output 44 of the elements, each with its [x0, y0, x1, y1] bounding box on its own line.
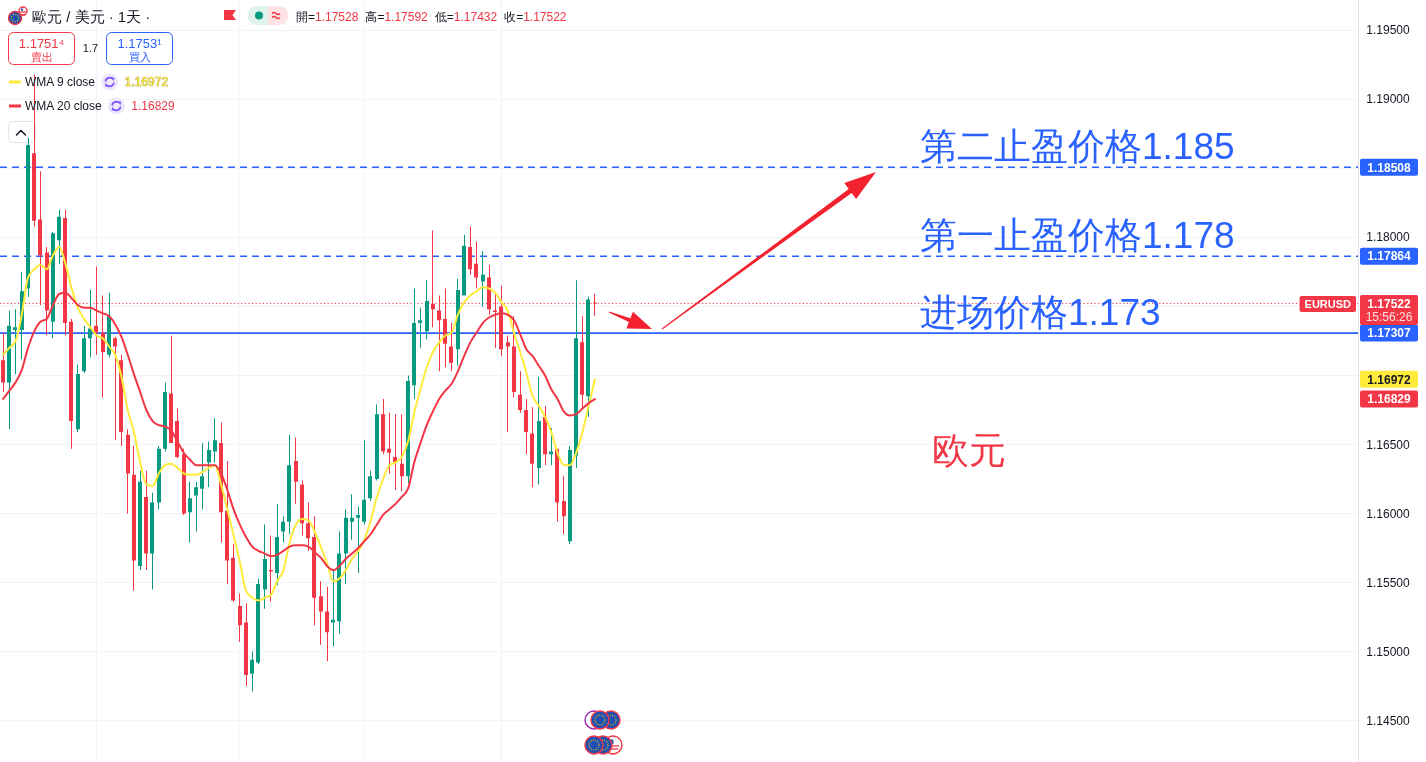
annotation: 買入 [128, 51, 151, 63]
annotation: 1.7 [82, 42, 99, 54]
annotation: 1.1751⁴ [18, 36, 65, 51]
y-tick-label: 1.16500 [1366, 437, 1411, 452]
candlestick [194, 481, 198, 532]
annotation: 1.16972 [124, 75, 169, 89]
y-tick-label: 1.15500 [1366, 575, 1411, 590]
ref-line-label: EURUSD [1304, 297, 1352, 310]
sell-button: 1.1751⁴ 賣出 [8, 32, 75, 65]
candlestick [431, 230, 435, 328]
y-tick-label: 1.19000 [1366, 92, 1411, 107]
candlestick [356, 506, 360, 573]
symbol-tag: EURUSD [1299, 295, 1356, 312]
annotation: 低=1.17432 [434, 10, 498, 24]
annotation: 欧元 [932, 430, 1006, 471]
candlestick [331, 570, 335, 647]
y-tick-label: 1.15000 [1366, 644, 1411, 659]
annotation: 1.16829 [131, 99, 176, 113]
annotation: 收=1.17522 [504, 10, 567, 24]
candlestick [506, 335, 510, 433]
price-tag: 1.17864 [1360, 247, 1418, 265]
candlestick [13, 309, 17, 375]
y-tick-label: 1.18000 [1366, 230, 1411, 245]
ref-line-label: 第一止盈价格1.178 [920, 215, 1235, 257]
price-tag: 1.16829 [1360, 390, 1418, 408]
annotation: 1.1753¹ [117, 36, 163, 51]
price-tag: 1.17522 15:56:26 [1360, 294, 1418, 325]
ref-line-label: 第二止盈价格1.185 [920, 126, 1235, 168]
y-tick-label: 1.14500 [1366, 713, 1411, 728]
price-tag: 1.18508 [1360, 158, 1418, 176]
candlestick [387, 412, 391, 474]
candlestick [350, 494, 354, 540]
line-series [2, 246, 596, 602]
text: 歐元 / 美元 · 1天 · [32, 8, 151, 25]
ref-line-label: 进场价格1.173 [920, 292, 1161, 334]
candlestick [319, 581, 323, 645]
annotation: 高=1.17592 [365, 10, 429, 24]
annotation: 開=1.17528 [296, 10, 359, 24]
buy-button: 1.1753¹ 買入 [106, 32, 173, 65]
candlestick [418, 307, 422, 348]
y-tick-label: 1.16000 [1366, 506, 1411, 521]
price-tag: 1.16972 [1360, 370, 1418, 388]
annotation: 賣出 [30, 51, 53, 63]
y-tick-label: 1.19500 [1366, 23, 1411, 38]
